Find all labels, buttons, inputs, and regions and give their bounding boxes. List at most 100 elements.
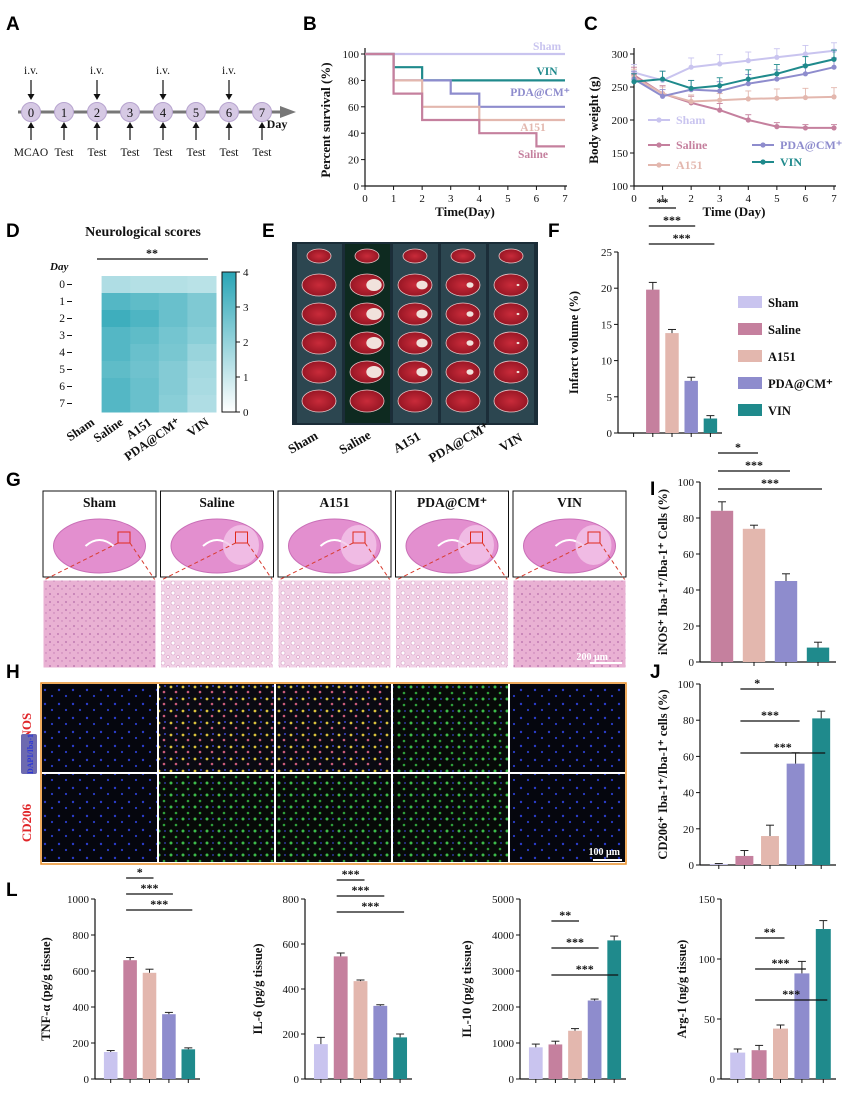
y-tick-label: 100 [343, 49, 360, 61]
timeline-iv-arrowhead [225, 94, 233, 100]
timeline-bottom-label: Test [55, 147, 75, 159]
if-scale-bar-label: 100 μm [589, 847, 621, 858]
he-lesion-area [575, 525, 612, 565]
timeline-test-arrowhead [159, 122, 167, 128]
x-tick-label: 5 [774, 193, 780, 205]
brain-slice [301, 302, 337, 326]
y-tick-label: 0 [710, 1074, 716, 1086]
y-tick-label: 400 [73, 1002, 90, 1014]
heatmap-cell [73, 395, 103, 413]
legend-swatch-marker [656, 117, 662, 123]
timeline-bottom-label: MCAO [14, 147, 49, 159]
bodyweight-point [717, 88, 723, 94]
timeline-test-arrowhead [126, 122, 134, 128]
brain-slice [445, 273, 481, 297]
heatmap-column-label: VIN [185, 415, 212, 440]
he-zoom-image [277, 579, 392, 669]
infarct-region [366, 365, 382, 379]
bodyweight-point [774, 71, 780, 77]
infarct-region [416, 309, 428, 319]
y-tick-label: 100 [678, 477, 695, 489]
heatmap-row-axis-label: Day [49, 261, 68, 273]
he-zoom-guide [599, 542, 626, 581]
timeline-day-node [219, 102, 239, 122]
bar [373, 1005, 388, 1079]
brain-slice [397, 302, 433, 326]
if-image [159, 684, 274, 772]
sig-label: *** [663, 213, 681, 227]
bar [751, 1050, 767, 1079]
sig-label: * [735, 440, 741, 454]
x-tick-label: 0 [362, 193, 368, 205]
he-zoom-guide [247, 542, 273, 581]
panel-label-i: I [650, 479, 656, 500]
y-tick-label: 0 [354, 181, 360, 193]
photo-group-label: Sham [285, 428, 320, 457]
colorbar-tick-label: 0 [243, 407, 249, 419]
heatmap-cell [101, 310, 131, 328]
y-tick-label: 4000 [492, 930, 515, 942]
if-image [393, 684, 508, 772]
sig-label: ** [656, 195, 668, 209]
brain-slice [306, 248, 332, 264]
x-tick-label: 6 [803, 193, 809, 205]
he-zoom-box [470, 531, 483, 544]
bar [607, 940, 622, 1079]
sig-label: *** [566, 935, 584, 949]
ttc-slice-photo: Sham Saline A151 PDA@CM⁺ VIN [285, 242, 538, 465]
bodyweight-point [717, 83, 723, 89]
bodyweight-point [831, 64, 837, 70]
infarct-region [516, 283, 520, 287]
y-axis-label: CD206⁺ Iba-1⁺/Iba-1⁺ cells (%) [656, 689, 670, 859]
infarct-region [466, 369, 474, 375]
x-tick-label: 4 [746, 193, 752, 205]
he-zoom-guide [364, 542, 391, 581]
x-tick-label: 7 [562, 193, 568, 205]
y-axis-label: iNOS⁺ Iba-1⁺/Iba-1⁺ Cells (%) [656, 489, 670, 655]
if-image [42, 774, 157, 862]
heatmap-row-label: 7 [59, 398, 65, 410]
colorbar-tick-label: 3 [243, 302, 249, 314]
timeline-iv-arrowhead [159, 94, 167, 100]
he-lesion-area [340, 525, 377, 565]
legend-swatch [738, 350, 762, 362]
heatmap-cell [73, 361, 103, 379]
heatmap-cell [73, 344, 103, 362]
heatmap-row-label: 0 [59, 279, 65, 291]
bar [142, 972, 157, 1079]
heatmap-cell [130, 327, 160, 345]
if-image [42, 684, 157, 772]
bodyweight-point [831, 94, 837, 100]
brain-slice [402, 248, 428, 264]
y-tick-label: 1000 [67, 894, 90, 906]
sig-label: *** [673, 231, 691, 245]
timeline-test-arrowhead [225, 122, 233, 128]
y-tick-label: 800 [283, 894, 300, 906]
brain-slice [397, 389, 433, 413]
y-tick-label: 2000 [492, 1002, 515, 1014]
heatmap-title: Neurological scores [85, 225, 201, 240]
timeline-day-label: 0 [28, 106, 34, 120]
bodyweight-point [745, 117, 751, 123]
y-tick-label: 1000 [492, 1038, 515, 1050]
timeline-day-label: 3 [127, 106, 133, 120]
bar [162, 1014, 176, 1079]
bar [761, 836, 779, 865]
brain-slice [301, 331, 337, 355]
he-zoom-image [160, 579, 274, 669]
timeline-day-label: 7 [259, 106, 265, 120]
sig-label: *** [745, 458, 763, 472]
y-tick-label: 20 [348, 155, 360, 167]
brain-slice [445, 389, 481, 413]
bodyweight-line [633, 49, 835, 82]
bodyweight-point [802, 94, 809, 101]
y-tick-label: 5000 [492, 894, 515, 906]
legend-label: Saline [768, 323, 801, 337]
brain-slice [493, 360, 529, 384]
timeline-day-node [87, 102, 107, 122]
bodyweight-point [802, 125, 809, 131]
bar [709, 864, 728, 865]
panel-label-a: A [6, 14, 20, 35]
y-tick-label: 100 [699, 954, 716, 966]
